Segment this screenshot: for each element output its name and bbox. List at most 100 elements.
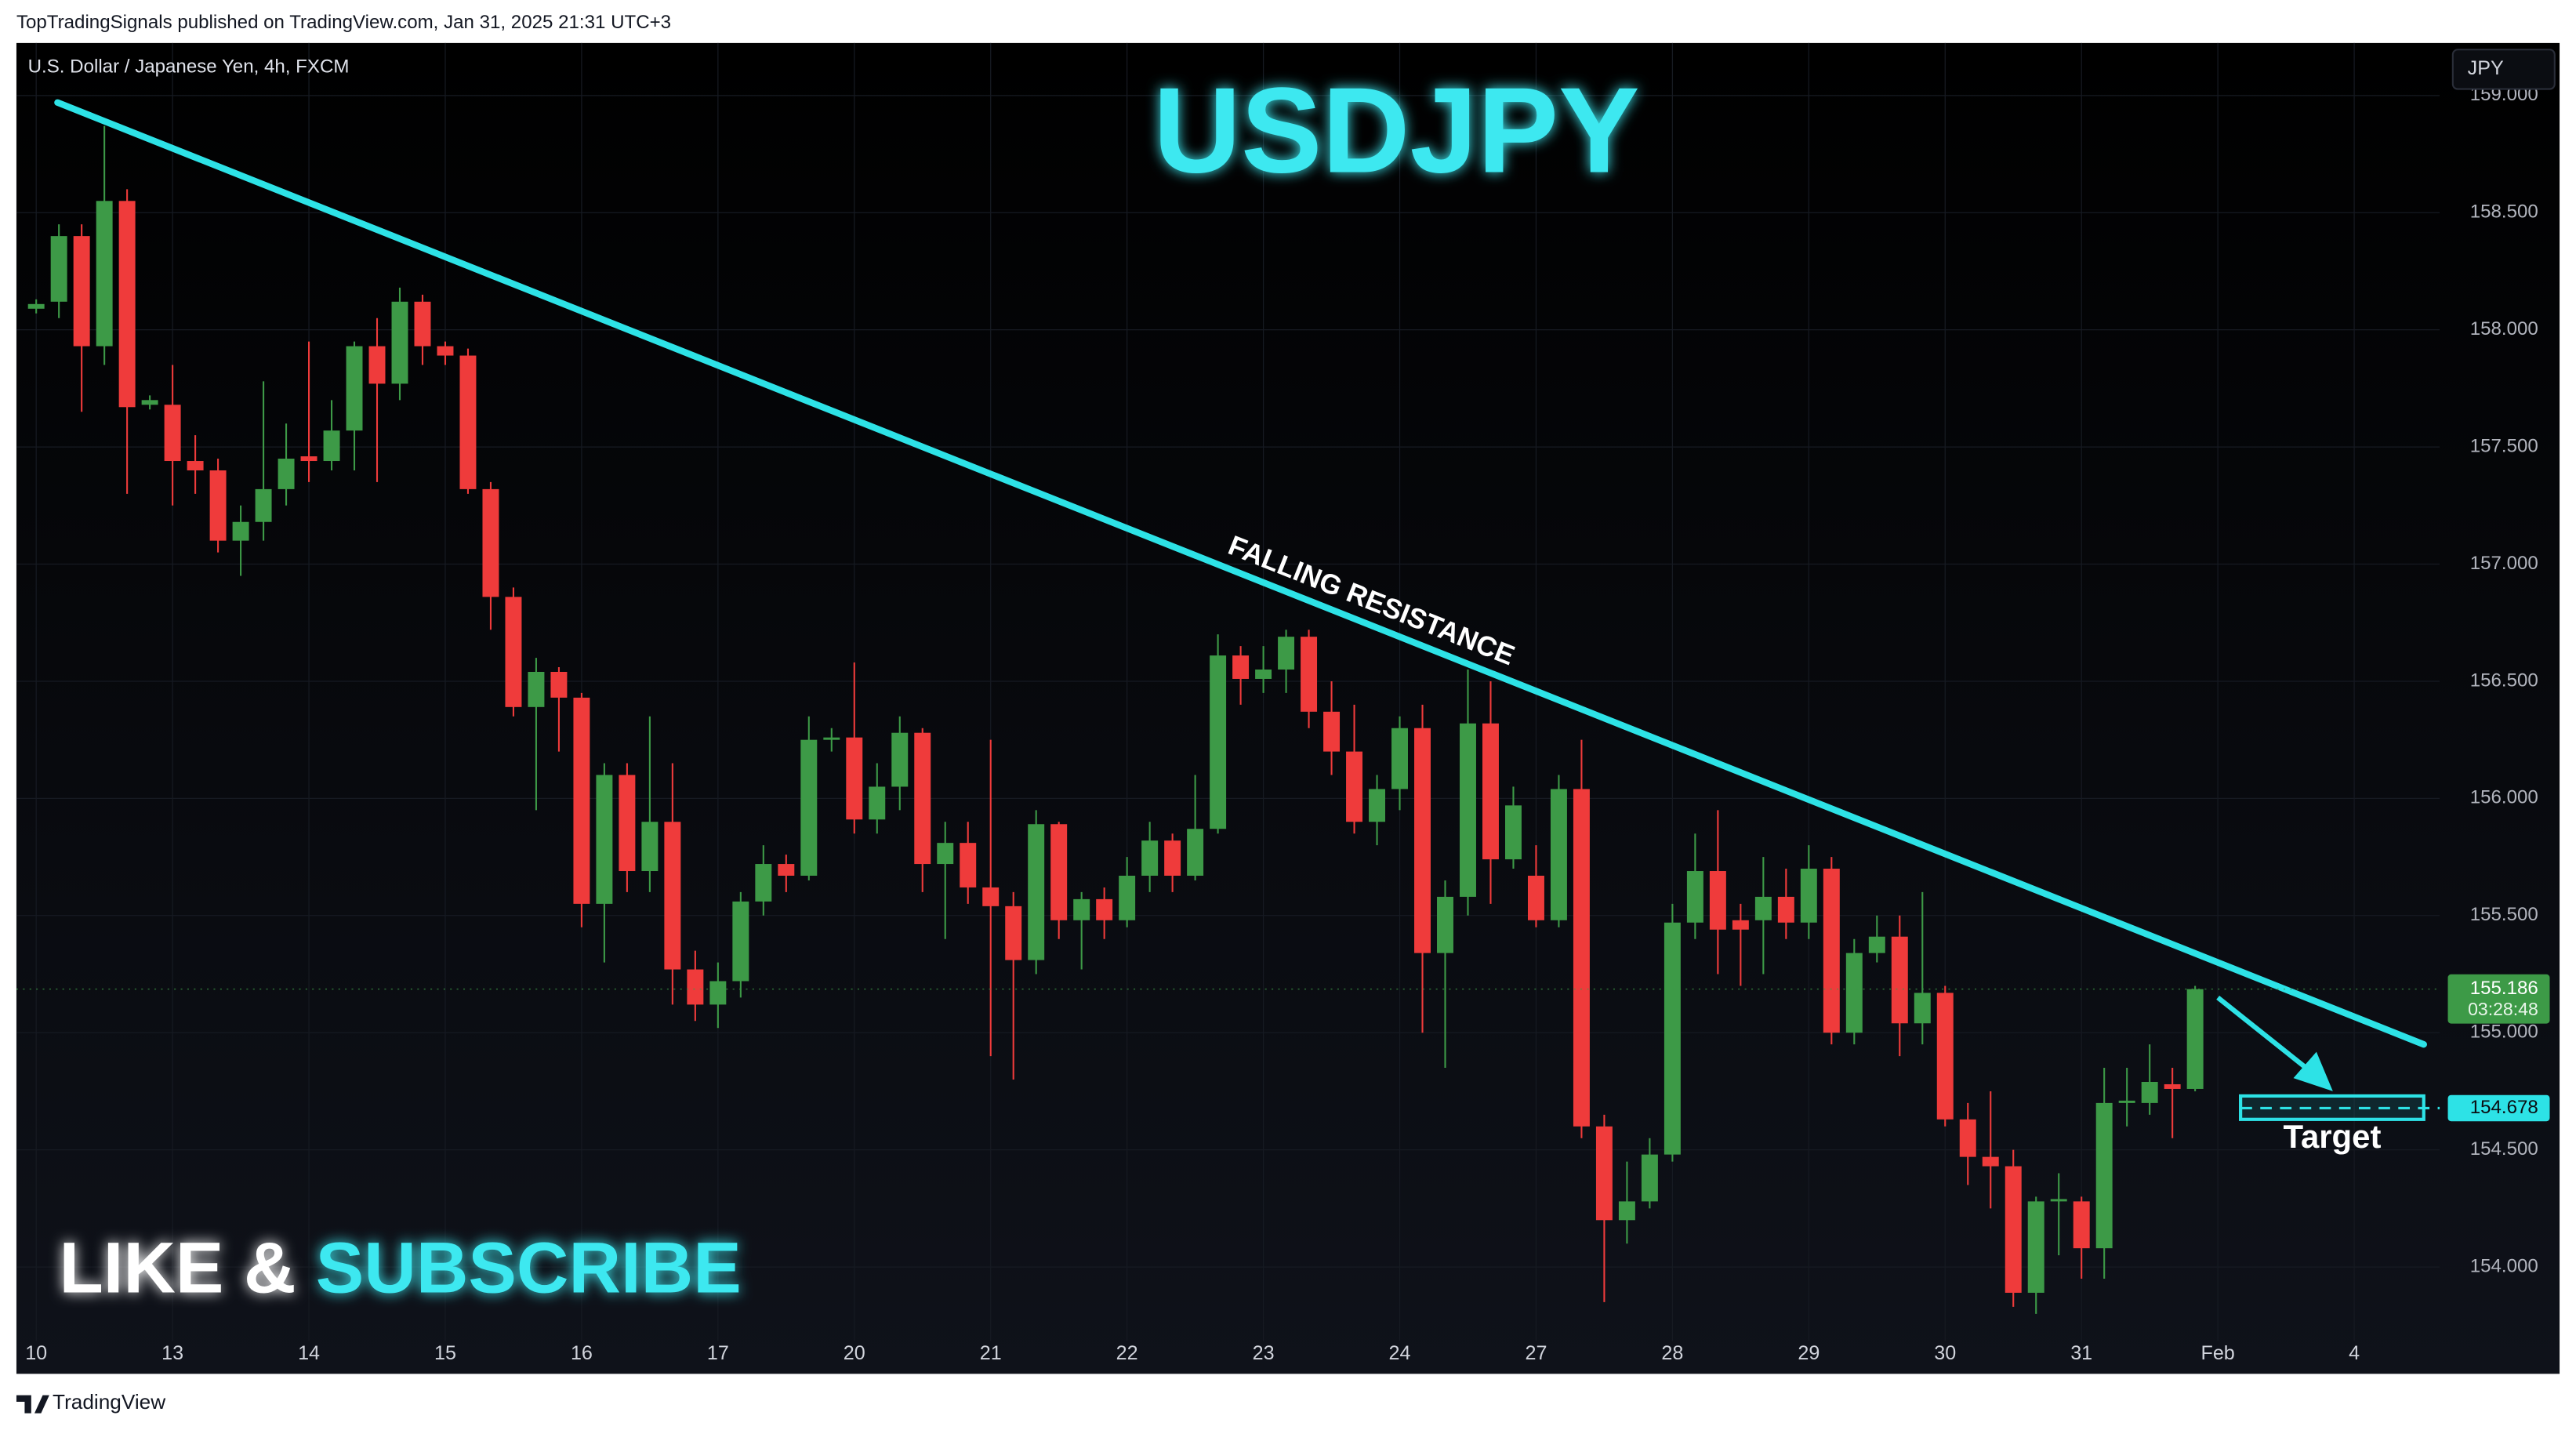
candle-body (1936, 993, 1954, 1120)
candle-body (1959, 1119, 1976, 1157)
x-tick-label: 22 (1116, 1342, 1138, 1364)
like-text: LIKE & (59, 1228, 296, 1308)
candle-body (1437, 896, 1453, 953)
candle-body (1005, 906, 1022, 960)
x-tick-label: 27 (1525, 1342, 1547, 1364)
x-tick-label: 13 (161, 1342, 183, 1364)
candle-body (1232, 655, 1250, 679)
candle-body (1823, 869, 1840, 1033)
y-tick-label: 157.000 (2470, 553, 2538, 574)
x-tick-label: 4 (2349, 1342, 2360, 1364)
candle-body (187, 461, 204, 470)
candle-body (482, 488, 499, 597)
candle-body (1800, 869, 1817, 923)
candle-body (1460, 723, 1476, 897)
target-price-label: 154.678 (2470, 1097, 2538, 1118)
candle-body (1255, 670, 1272, 679)
candle-body (2050, 1199, 2067, 1202)
x-tick-label: 17 (707, 1342, 729, 1364)
candle-body (1595, 1126, 1613, 1221)
candle-body (1618, 1201, 1635, 1221)
candle-body (1527, 875, 1544, 920)
candle-body (800, 739, 818, 876)
candle-body (505, 597, 522, 707)
candle-body (846, 737, 863, 820)
candle-body (368, 346, 386, 384)
candle-body (141, 400, 158, 405)
candle-body (323, 430, 340, 462)
candle-body (2027, 1201, 2044, 1293)
last-price-box (2447, 974, 2550, 1024)
candle-body (1686, 871, 1703, 923)
y-tick-label: 158.500 (2470, 201, 2538, 223)
candle-body (2186, 989, 2204, 1089)
candle-body (1346, 751, 1363, 822)
candle-body (1414, 728, 1431, 953)
candle-body (2095, 1102, 2113, 1249)
candle-body (209, 470, 227, 541)
candle-body (1777, 896, 1794, 923)
target-arrowhead (2293, 1051, 2333, 1091)
trendline (54, 99, 2427, 1048)
candle-body (823, 737, 840, 740)
candle-body (1550, 789, 1567, 920)
y-tick-label: 154.000 (2470, 1255, 2538, 1276)
candle-body (73, 236, 90, 347)
candle-body (1709, 871, 1726, 930)
candle-body (960, 843, 977, 887)
x-tick-label: 30 (1934, 1342, 1956, 1364)
x-tick-label: 16 (571, 1342, 593, 1364)
candle-body (2118, 1100, 2135, 1103)
candle-body (596, 775, 613, 904)
candle-body (459, 355, 477, 489)
y-tick-label: 155.000 (2470, 1022, 2538, 1043)
footer-logo (16, 1395, 49, 1414)
candle-body (255, 488, 272, 522)
candle-body (732, 901, 749, 982)
candle-body (2164, 1083, 2181, 1089)
candle-body (1573, 789, 1590, 1127)
candle-body (1891, 936, 1908, 1024)
candle-body (528, 671, 545, 707)
x-tick-label: 31 (2070, 1342, 2092, 1364)
candle-body (1210, 655, 1227, 829)
candle-body (118, 201, 136, 408)
chart-background (16, 42, 2560, 1374)
candle-body (914, 732, 931, 865)
candle-body (1278, 637, 1295, 670)
candle-body (437, 346, 454, 356)
y-tick-label: 157.500 (2470, 435, 2538, 456)
candle-body (164, 405, 181, 462)
candle-body (1664, 922, 1681, 1155)
x-tick-label: 28 (1661, 1342, 1683, 1364)
x-tick-label: 23 (1253, 1342, 1275, 1364)
target-arrow (2216, 995, 2309, 1071)
y-tick-label: 154.500 (2470, 1138, 2538, 1160)
candle-body (1868, 936, 1885, 953)
candle-body (27, 303, 45, 309)
candle-body (414, 301, 431, 347)
target-label: Target (2283, 1118, 2381, 1155)
candle-body (278, 459, 295, 489)
x-tick-label: 20 (844, 1342, 865, 1364)
candle-body (1301, 637, 1318, 712)
footer-brand: TradingView (53, 1390, 165, 1414)
x-tick-label: 21 (980, 1342, 1002, 1364)
currency-box[interactable] (2451, 49, 2556, 90)
candle-body (982, 887, 1000, 906)
candle-body (1914, 993, 1931, 1024)
candle-body (391, 301, 408, 384)
candle-body (1982, 1156, 1999, 1167)
x-tick-label: 15 (434, 1342, 456, 1364)
candle-body (300, 456, 317, 462)
candle-body (2005, 1166, 2022, 1293)
currency-label[interactable]: JPY (2468, 57, 2504, 79)
candle-body (573, 697, 590, 904)
x-tick-label: 24 (1389, 1342, 1411, 1364)
subscribe-text: SUBSCRIBE (316, 1228, 742, 1308)
candle-body (1732, 920, 1749, 930)
countdown-label: 03:28:48 (2468, 999, 2538, 1019)
candle-body (1028, 824, 1045, 960)
candle-body (2141, 1081, 2158, 1103)
